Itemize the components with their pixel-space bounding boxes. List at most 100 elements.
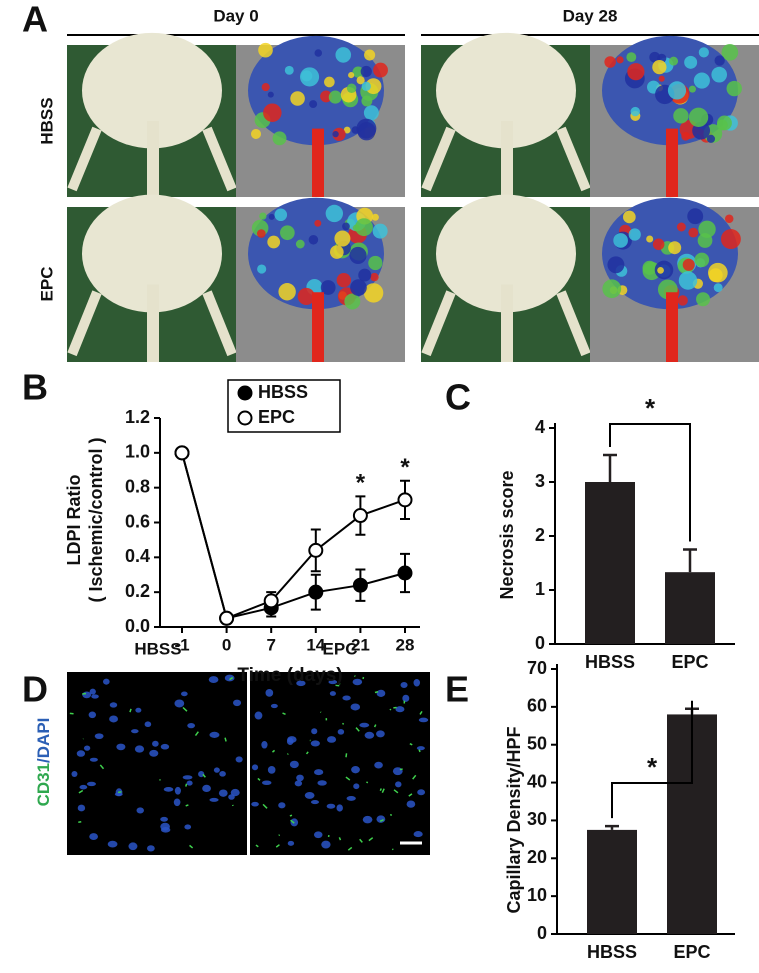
ldpi-blob	[688, 228, 698, 238]
ldpi-blob	[652, 60, 666, 74]
ldpi-blob	[349, 247, 366, 264]
panel-label: A	[22, 0, 48, 40]
ldpi-blob	[301, 70, 312, 81]
stain-label: CD31/DAPI	[34, 718, 53, 807]
capillary	[279, 835, 280, 836]
nucleus	[187, 780, 193, 785]
ldpi-blob	[668, 241, 681, 254]
ldpi-blob	[268, 92, 274, 98]
nucleus	[265, 689, 273, 697]
y-axis-label: Necrosis score	[497, 470, 517, 599]
marker	[220, 612, 233, 625]
capillary	[118, 792, 121, 793]
ldpi-blob	[251, 129, 261, 139]
ldpi-blob	[604, 56, 616, 68]
capillary	[366, 782, 367, 783]
nucleus	[342, 696, 350, 701]
capillary	[342, 723, 343, 724]
nucleus	[209, 732, 219, 738]
ldpi-blob	[657, 267, 664, 274]
nucleus	[417, 746, 425, 750]
legend-marker	[239, 412, 252, 425]
ldpi-blob	[335, 47, 351, 63]
ldpi-blob	[285, 66, 294, 75]
y-tick-label: 3	[535, 471, 545, 491]
nucleus	[311, 800, 319, 804]
ldpi-blob	[330, 245, 344, 259]
legend-label: HBSS	[258, 382, 308, 402]
nucleus	[160, 817, 168, 822]
ldpi-blob	[714, 283, 723, 292]
nucleus	[402, 695, 409, 702]
nucleus	[365, 732, 375, 739]
nucleus	[271, 704, 278, 708]
ldpi-blob	[631, 107, 640, 116]
nucleus	[174, 699, 184, 707]
nucleus	[91, 694, 99, 698]
nucleus	[351, 766, 360, 773]
marker	[309, 544, 322, 557]
x-axis-label: Time (days)	[237, 665, 342, 686]
nucleus	[278, 802, 285, 808]
nucleus	[161, 744, 169, 750]
capillary	[186, 805, 189, 806]
nucleus	[374, 762, 383, 769]
nucleus	[164, 787, 174, 792]
nucleus	[71, 771, 77, 777]
photo-tail	[147, 285, 159, 363]
ldpi-blob	[364, 283, 383, 302]
nucleus	[187, 723, 195, 728]
ldpi-blob	[267, 236, 280, 249]
ldpi-blob	[258, 43, 273, 58]
ldpi-blob	[698, 233, 713, 248]
ldpi-blob	[673, 108, 688, 123]
y-tick-label: 0.0	[125, 616, 150, 636]
capillary	[288, 754, 289, 755]
marker	[399, 493, 412, 506]
nucleus	[147, 845, 155, 851]
x-tick-label: -1	[174, 635, 189, 654]
y-tick-label: 2	[535, 525, 545, 545]
y-axis-label: LDPI Ratio	[64, 474, 84, 565]
nucleus	[417, 789, 425, 795]
row-label: HBSS	[37, 97, 56, 144]
y-tick-label: 0.6	[125, 511, 150, 531]
nucleus	[89, 711, 96, 718]
significance-label: *	[645, 393, 656, 423]
ldpi-blob	[602, 279, 621, 298]
ldpi-blob	[290, 91, 305, 106]
ldpi-blob	[314, 220, 321, 227]
y-tick-label: 0	[535, 633, 545, 653]
x-tick-label: HBSS	[585, 652, 635, 672]
nucleus	[181, 692, 188, 697]
ldpi-blob	[347, 84, 356, 93]
ldpi-blob	[337, 273, 351, 287]
nucleus	[419, 718, 428, 723]
ldpi-blob	[356, 119, 376, 139]
nucleus	[255, 712, 263, 720]
ldpi-blob	[623, 211, 636, 224]
nucleus	[109, 715, 118, 722]
ldpi-blob	[309, 100, 317, 108]
nucleus	[359, 723, 369, 728]
nucleus	[137, 807, 144, 813]
bar	[585, 482, 635, 644]
ldpi-blob	[326, 205, 343, 222]
ldpi-blob	[708, 263, 728, 283]
nucleus	[110, 702, 117, 707]
nucleus	[116, 744, 125, 751]
ldpi-blob	[364, 105, 379, 120]
nucleus	[87, 782, 96, 786]
y-tick-label: 40	[527, 771, 547, 791]
nucleus	[89, 833, 98, 840]
stain-dapi: /DAPI	[34, 718, 53, 763]
nucleus	[108, 841, 118, 848]
ldpi-tail	[666, 129, 678, 197]
nucleus	[395, 706, 404, 712]
ldpi-blob	[717, 120, 728, 131]
y-tick-label: 0.2	[125, 581, 150, 601]
ldpi-blob	[653, 239, 665, 251]
capillary	[290, 815, 292, 816]
nucleus	[135, 745, 144, 752]
